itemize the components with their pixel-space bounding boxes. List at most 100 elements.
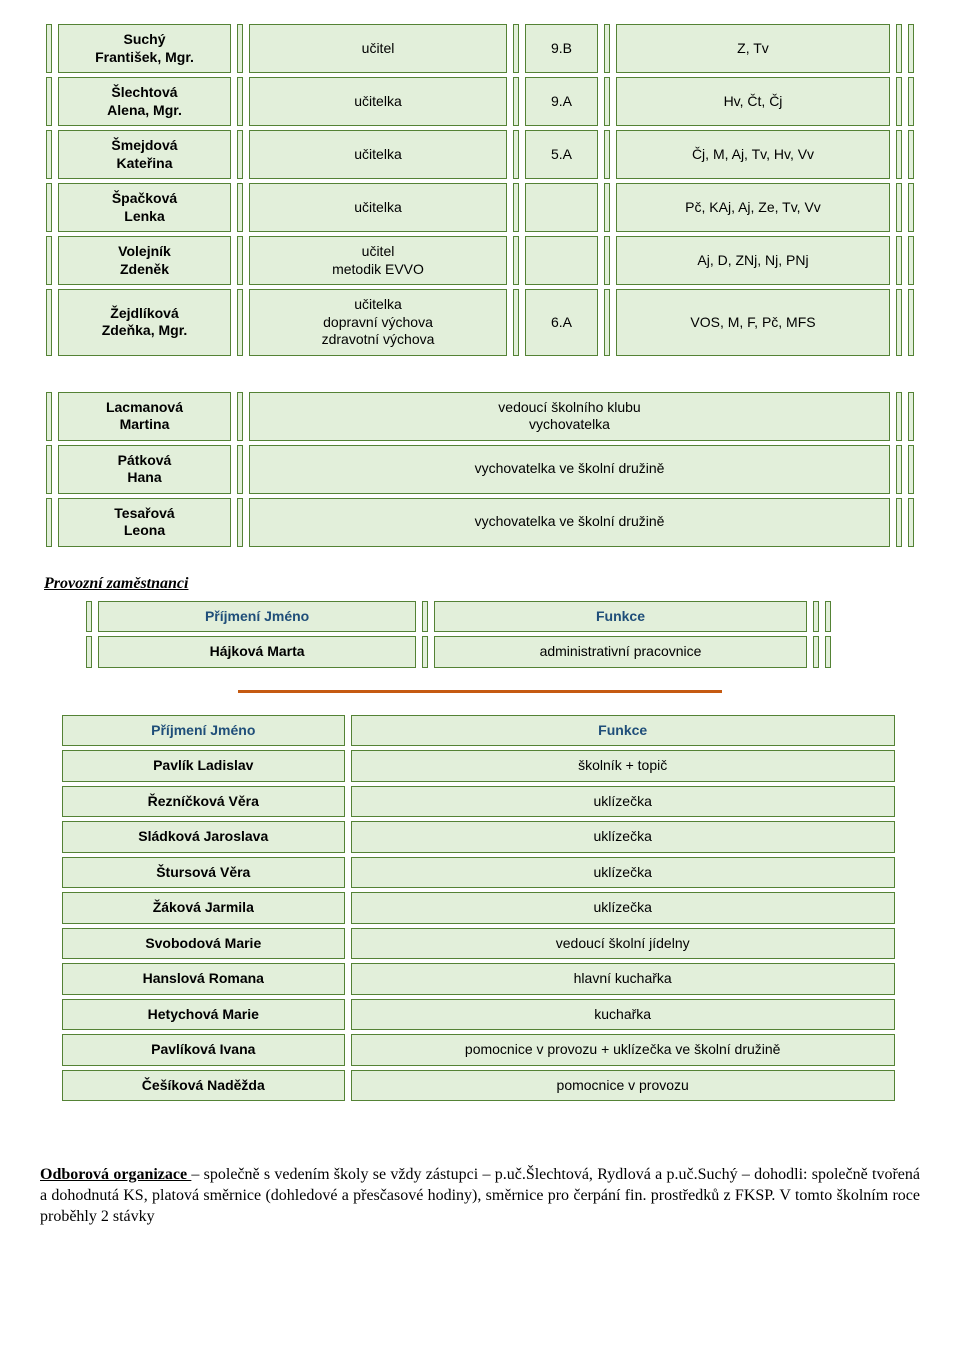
tick (896, 289, 902, 356)
staff-row: ŠlechtováAlena, Mgr.učitelka9.AHv, Čt, Č… (46, 77, 914, 126)
tick (237, 183, 243, 232)
tick (896, 236, 902, 285)
staff-row: ŠmejdováKateřinaučitelka5.AČj, M, Aj, Tv… (46, 130, 914, 179)
tick (513, 24, 519, 73)
staff-name: ŠlechtováAlena, Mgr. (58, 77, 231, 126)
staff-class: 9.A (525, 77, 598, 126)
tick (46, 289, 52, 356)
tick (422, 636, 428, 668)
admin-col-name: Příjmení Jméno (98, 601, 416, 633)
tick (46, 498, 52, 547)
tick (896, 130, 902, 179)
staff-subjects: VOS, M, F, Pč, MFS (616, 289, 890, 356)
tick (46, 130, 52, 179)
ops-table: Příjmení JménoFunkcePavlík Ladislavškoln… (56, 711, 901, 1106)
ops-row: Štursová Věrauklízečka (62, 857, 895, 889)
ops-func: pomocnice v provozu + uklízečka ve školn… (351, 1034, 895, 1066)
tick (422, 601, 428, 633)
staff-class: 6.A (525, 289, 598, 356)
tick (237, 236, 243, 285)
staff-table: SuchýFrantišek, Mgr.učitel9.BZ, TvŠlecht… (40, 20, 920, 360)
tick (908, 24, 914, 73)
tick (896, 77, 902, 126)
ops-name: Hetychová Marie (62, 999, 345, 1031)
divider-orange-1 (238, 690, 722, 693)
tick (908, 289, 914, 356)
caretaker-row: LacmanováMartina vedoucí školního klubuvy… (46, 392, 914, 441)
staff-subjects: Hv, Čt, Čj (616, 77, 890, 126)
tick (908, 236, 914, 285)
tick (896, 183, 902, 232)
ops-name: Pavlíková Ivana (62, 1034, 345, 1066)
caretaker-role: vychovatelka ve školní družině (249, 498, 890, 547)
staff-name: VolejníkZdeněk (58, 236, 231, 285)
ops-name: Řezníčková Věra (62, 786, 345, 818)
tick (908, 183, 914, 232)
ops-func: uklízečka (351, 857, 895, 889)
staff-role: učitelka (249, 183, 507, 232)
tick (237, 130, 243, 179)
tick (513, 77, 519, 126)
ops-name: Štursová Věra (62, 857, 345, 889)
staff-role: učitelkadopravní výchovazdravotní výchov… (249, 289, 507, 356)
tick (908, 392, 914, 441)
ops-row: Sládková Jaroslavauklízečka (62, 821, 895, 853)
tick (46, 24, 52, 73)
tick (513, 289, 519, 356)
caretaker-name: PátkováHana (58, 445, 231, 494)
ops-func: uklízečka (351, 786, 895, 818)
ops-func: školník + topič (351, 750, 895, 782)
tick (237, 77, 243, 126)
paragraph-lead: Odborová organizace (40, 1166, 191, 1183)
staff-class: 9.B (525, 24, 598, 73)
caretaker-role: vedoucí školního klubuvychovatelka (249, 392, 890, 441)
provozni-heading: Provozní zaměstnanci (44, 575, 920, 593)
tick (46, 236, 52, 285)
ops-header-row: Příjmení JménoFunkce (62, 715, 895, 747)
staff-class (525, 236, 598, 285)
tick (813, 636, 819, 668)
tick (604, 77, 610, 126)
admin-header-row: Příjmení JménoFunkce (86, 601, 831, 633)
ops-func: uklízečka (351, 821, 895, 853)
ops-func: uklízečka (351, 892, 895, 924)
ops-name: Češíková Naděžda (62, 1070, 345, 1102)
caretaker-row: TesařováLeona vychovatelka ve školní druž… (46, 498, 914, 547)
staff-subjects: Z, Tv (616, 24, 890, 73)
staff-role: učitelka (249, 130, 507, 179)
paragraph: Odborová organizace – společně s vedením… (40, 1165, 920, 1227)
ops-row: Řezníčková Věrauklízečka (62, 786, 895, 818)
tick (908, 77, 914, 126)
staff-subjects: Aj, D, ZNj, Nj, PNj (616, 236, 890, 285)
ops-func: kuchařka (351, 999, 895, 1031)
staff-row: SuchýFrantišek, Mgr.učitel9.BZ, Tv (46, 24, 914, 73)
ops-row: Svobodová Marievedoucí školní jídelny (62, 928, 895, 960)
ops-row: Hanslová Romanahlavní kuchařka (62, 963, 895, 995)
staff-row: ŽejdlíkováZdeňka, Mgr.učitelkadopravní v… (46, 289, 914, 356)
tick (513, 236, 519, 285)
staff-class (525, 183, 598, 232)
ops-name: Sládková Jaroslava (62, 821, 345, 853)
tick (908, 445, 914, 494)
ops-row: Hetychová Mariekuchařka (62, 999, 895, 1031)
tick (825, 636, 831, 668)
ops-row: Žáková Jarmilauklízečka (62, 892, 895, 924)
tick (46, 183, 52, 232)
caretaker-name: TesařováLeona (58, 498, 231, 547)
tick (86, 601, 92, 633)
tick (46, 77, 52, 126)
admin-name: Hájková Marta (98, 636, 416, 668)
tick (604, 183, 610, 232)
ops-name: Hanslová Romana (62, 963, 345, 995)
tick (825, 601, 831, 633)
tick (237, 392, 243, 441)
caretaker-name: LacmanováMartina (58, 392, 231, 441)
tick (237, 498, 243, 547)
tick (46, 392, 52, 441)
tick (513, 130, 519, 179)
staff-role: učitelmetodik EVVO (249, 236, 507, 285)
caretaker-table: LacmanováMartina vedoucí školního klubuvy… (40, 388, 920, 551)
ops-func: hlavní kuchařka (351, 963, 895, 995)
ops-col-name: Příjmení Jméno (62, 715, 345, 747)
tick (604, 289, 610, 356)
